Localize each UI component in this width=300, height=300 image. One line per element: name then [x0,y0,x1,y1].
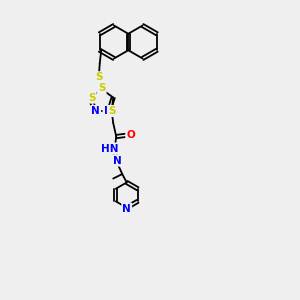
Text: N: N [91,106,100,116]
Text: N: N [103,106,112,116]
Text: S: S [108,106,116,116]
Text: S: S [95,72,103,82]
Text: HN: HN [101,143,119,154]
Text: S: S [98,83,106,93]
Text: S: S [88,92,96,103]
Text: N: N [113,155,122,166]
Text: O: O [126,130,135,140]
Text: N: N [122,203,131,214]
